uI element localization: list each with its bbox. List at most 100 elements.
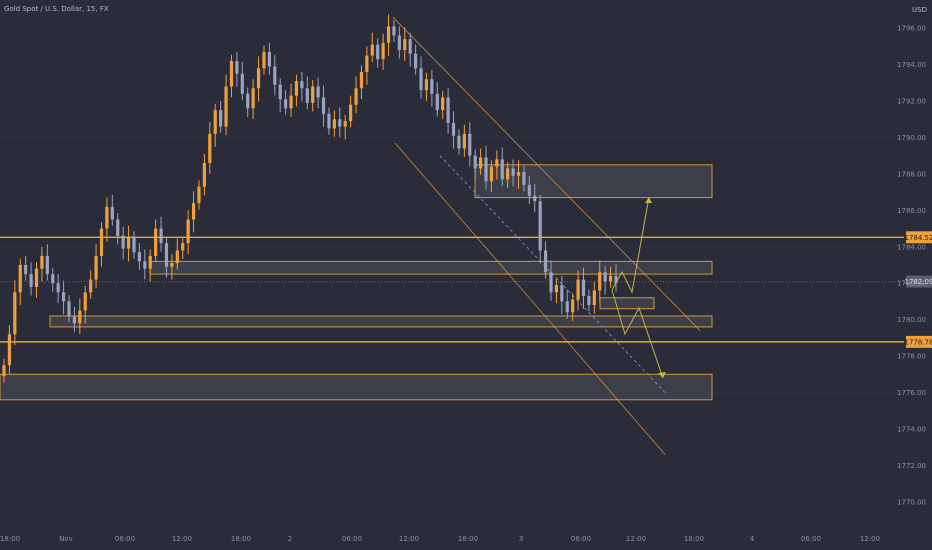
candle-body xyxy=(479,157,483,169)
candle-body xyxy=(256,68,261,89)
candle-body xyxy=(338,119,342,127)
candle-body xyxy=(316,86,320,98)
candle-body xyxy=(549,272,553,293)
candle-body xyxy=(571,299,575,313)
price-axis: 1796.00 1794.00 1792.00 1790.00 1788.00 1786.… xyxy=(897,25,926,507)
time-tick-label: 18:00 xyxy=(684,535,704,543)
price-zone xyxy=(0,373,713,401)
candle-body xyxy=(148,255,152,269)
price-tick-label: 1788.00 xyxy=(897,170,926,178)
candle-body xyxy=(2,365,6,377)
candle-body xyxy=(511,168,515,176)
candle-body xyxy=(581,279,586,296)
price-badge-label: 1782.09 xyxy=(905,278,932,286)
candle-body xyxy=(516,172,521,176)
candle-body xyxy=(240,73,244,94)
candle-body xyxy=(311,86,315,103)
candle-body xyxy=(116,219,120,236)
candle-body xyxy=(381,42,385,60)
currency-label: USD xyxy=(912,6,927,14)
price-zone xyxy=(149,260,713,275)
candle-body xyxy=(430,79,434,94)
price-badge xyxy=(906,231,932,244)
time-tick-label: 18:00 xyxy=(0,535,20,543)
candle-body xyxy=(473,155,477,169)
candle-body xyxy=(386,26,391,43)
candle-body xyxy=(300,81,304,89)
time-tick-label: 06:00 xyxy=(342,535,362,543)
candle-body xyxy=(603,272,607,282)
time-axis: 18:00 Nov 06:00 12:00 18:00 2 06:00 12:00 18:00 3… xyxy=(0,535,880,543)
candle-body xyxy=(83,292,87,311)
candle-body xyxy=(267,51,271,67)
price-tick-label: 1796.00 xyxy=(897,25,926,33)
candle-body xyxy=(560,285,564,302)
candle-body xyxy=(219,110,223,127)
projection-paths xyxy=(611,196,666,379)
candle-body xyxy=(154,228,158,256)
price-tick-label: 1774.00 xyxy=(897,425,926,433)
candle-body xyxy=(543,250,548,273)
bullish-arrowhead xyxy=(645,197,652,203)
candle-body xyxy=(484,157,488,182)
time-tick-label: 4 xyxy=(750,535,755,543)
time-tick-label: 12:00 xyxy=(172,535,192,543)
candle-body xyxy=(181,243,185,251)
price-tick-label: 1780.00 xyxy=(897,316,926,324)
candle-body xyxy=(246,93,250,109)
candle-body xyxy=(191,203,196,220)
candle-body xyxy=(332,119,336,129)
candle-body xyxy=(67,301,71,316)
candle-body xyxy=(105,206,109,229)
candle-body xyxy=(576,279,580,300)
candle-body xyxy=(305,88,309,103)
candle-body xyxy=(294,81,299,96)
time-tick-label: 18:00 xyxy=(458,535,478,543)
candle-body xyxy=(408,39,412,54)
candle-body xyxy=(143,261,147,269)
candle-body xyxy=(592,290,596,306)
price-tick-label: 1776.00 xyxy=(897,389,926,397)
candle-body xyxy=(321,97,326,114)
price-badge-label: 1778.78 xyxy=(905,338,932,346)
time-tick-label: 2 xyxy=(288,535,292,543)
horizontal-levels: 1784.52 1778.78 1782.09 xyxy=(0,231,932,348)
candle-body xyxy=(164,243,169,267)
candle-body xyxy=(289,95,293,109)
price-zone xyxy=(474,164,713,199)
price-tick-label: 1784.00 xyxy=(897,243,926,251)
candle-body xyxy=(99,228,104,256)
candle-body xyxy=(349,104,353,122)
candle-body xyxy=(435,93,439,111)
price-tick-label: 1770.00 xyxy=(897,498,926,506)
candle-body xyxy=(197,186,201,204)
candle-body xyxy=(40,255,44,269)
candle-body xyxy=(565,301,569,313)
candle-body xyxy=(186,219,190,244)
bearish-arrowhead xyxy=(658,372,666,378)
candle-body xyxy=(457,135,461,149)
time-tick-label: 06:00 xyxy=(801,535,821,543)
candle-body xyxy=(587,295,591,306)
candle-body xyxy=(370,44,374,56)
candle-body xyxy=(208,133,212,163)
price-tick-label: 1790.00 xyxy=(897,134,926,142)
candle-body xyxy=(273,66,277,85)
candle-body xyxy=(18,265,22,293)
candle-body xyxy=(446,97,450,123)
candle-body xyxy=(132,237,136,253)
price-tick-label: 1792.00 xyxy=(897,98,926,106)
candle-body xyxy=(213,110,217,134)
candle-body xyxy=(403,39,407,51)
price-tick-label: 1786.00 xyxy=(897,207,926,215)
candle-body xyxy=(126,237,131,249)
symbol-title: Gold Spot / U.S. Dollar, 15, FX xyxy=(4,5,109,13)
bullish-projection xyxy=(611,196,650,294)
price-zone xyxy=(599,297,655,310)
candle-body xyxy=(159,228,163,244)
candle-body xyxy=(229,61,234,87)
candle-body xyxy=(175,250,179,264)
candle-body xyxy=(468,133,472,156)
candle-body xyxy=(527,184,531,196)
